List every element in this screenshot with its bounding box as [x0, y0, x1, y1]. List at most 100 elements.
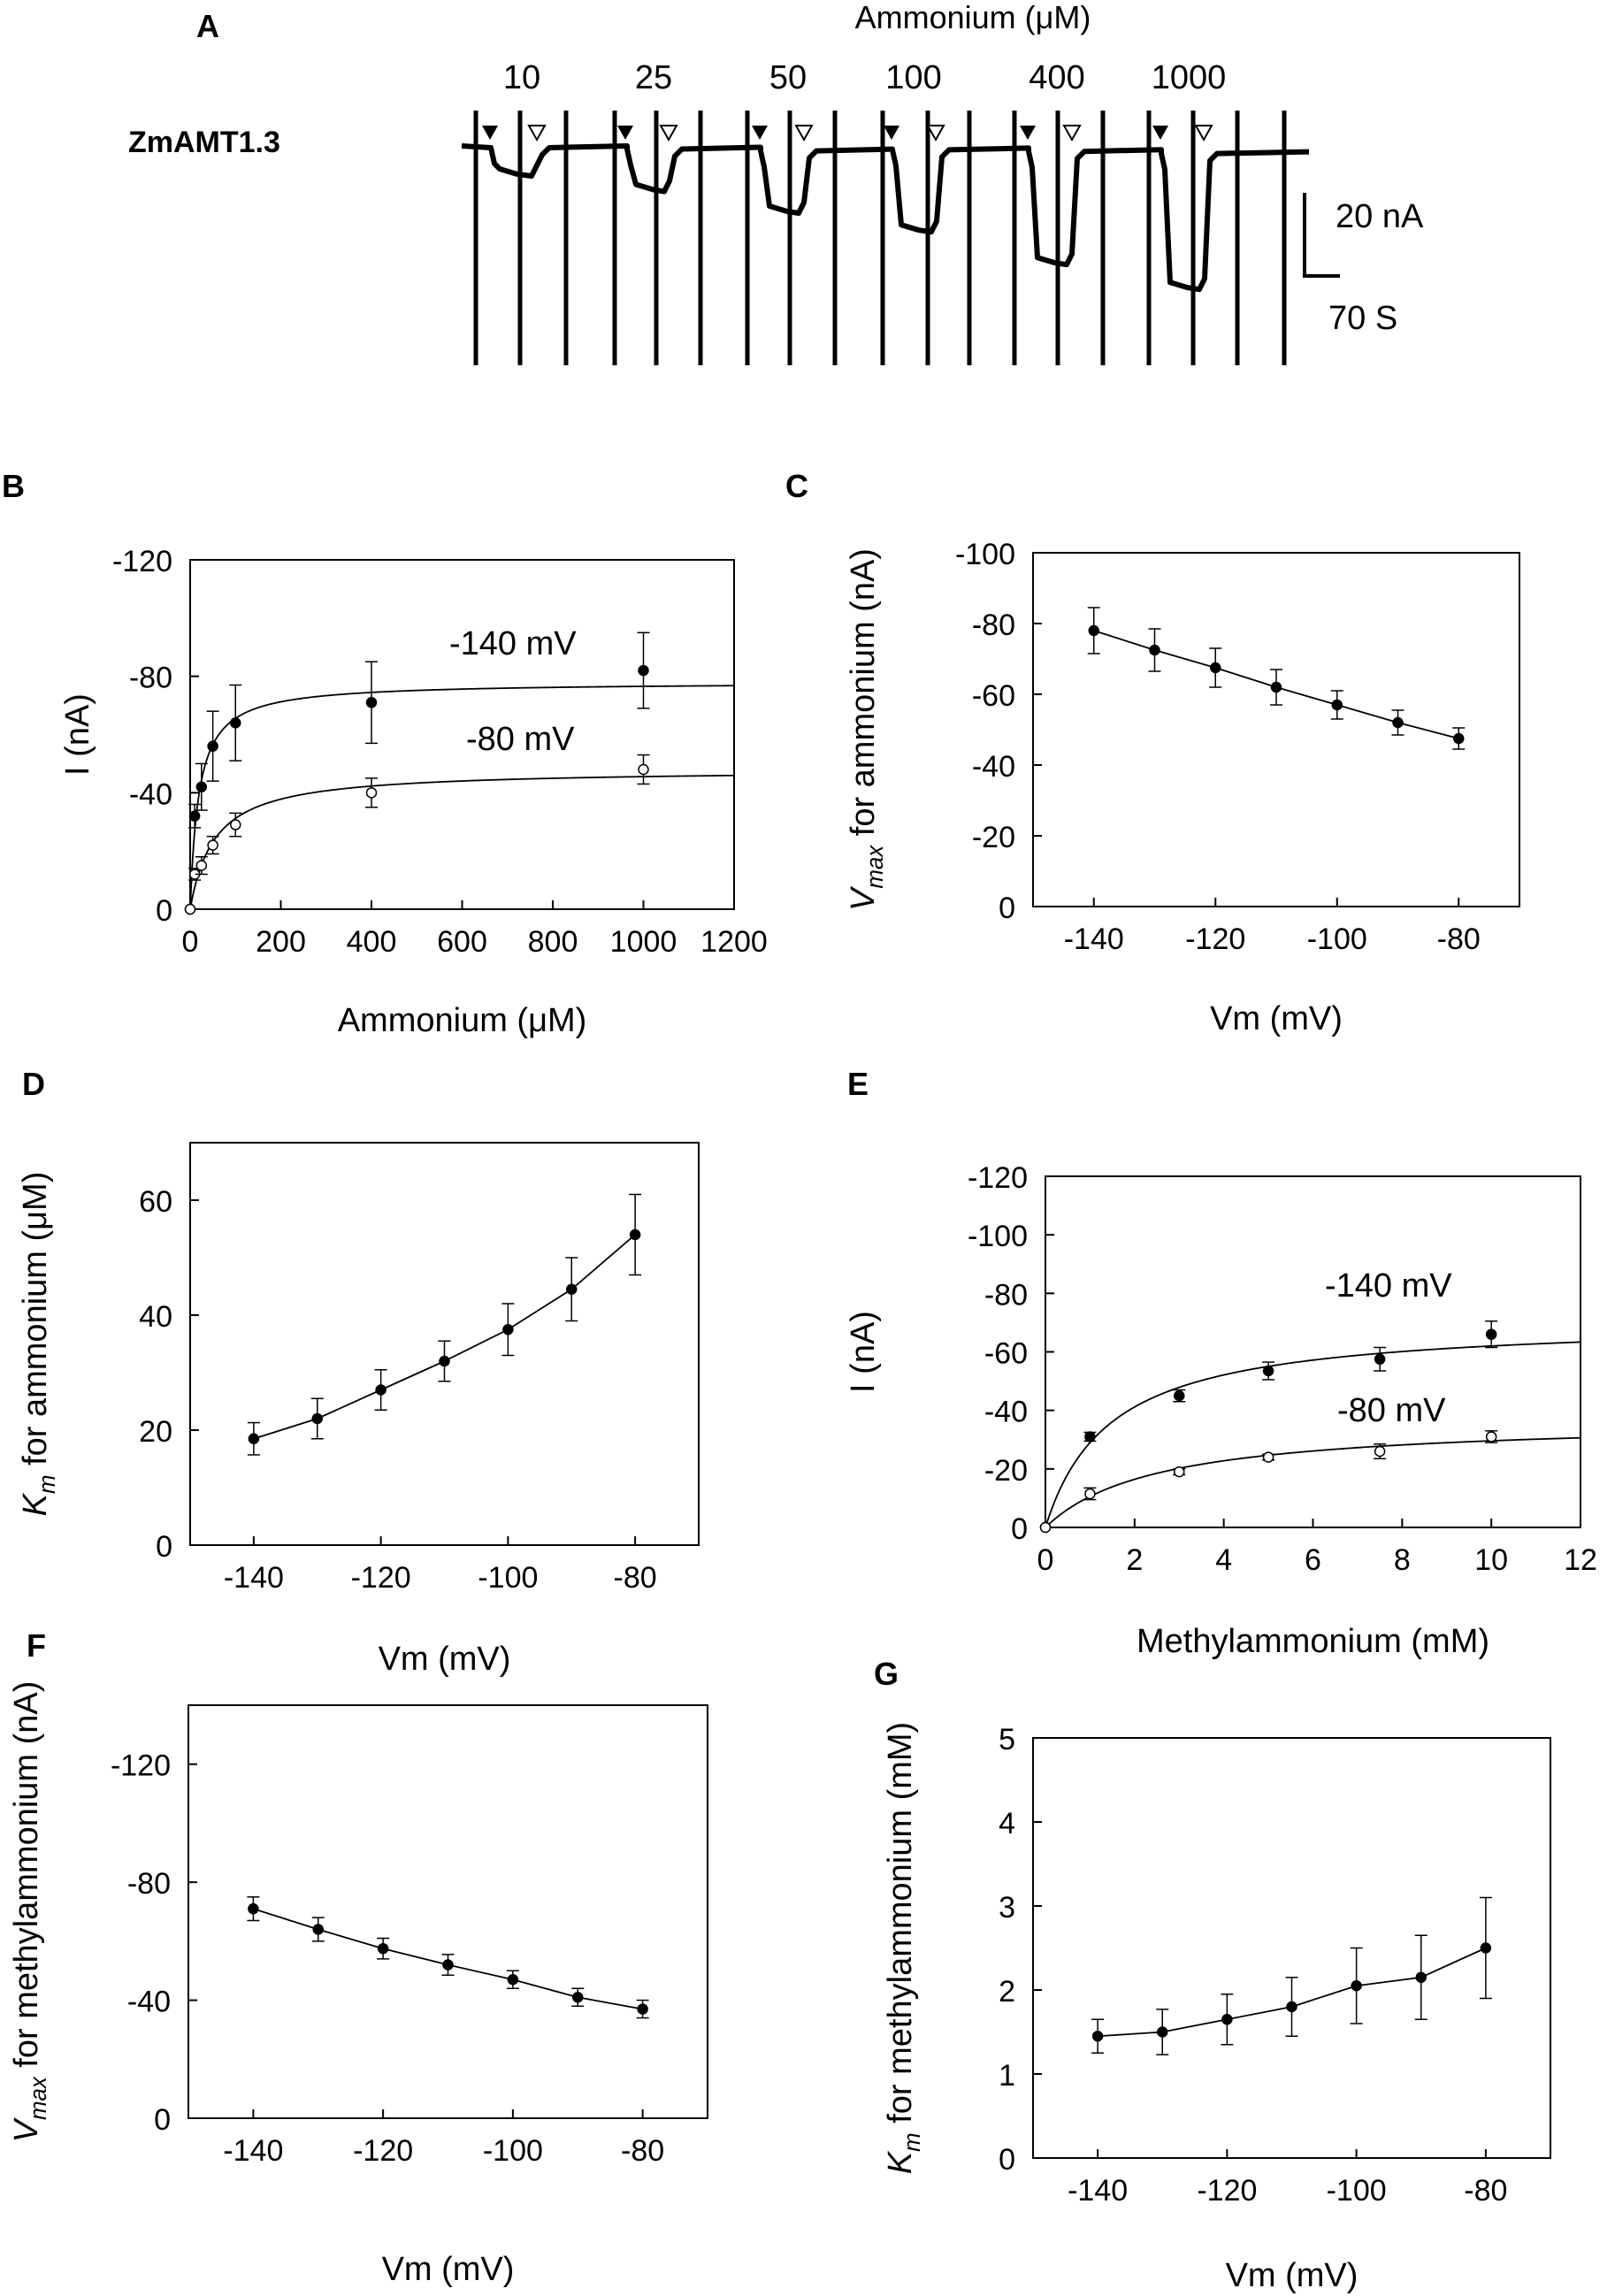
data-point	[365, 697, 378, 708]
trace-title: Ammonium (μM)	[855, 0, 1091, 35]
data-point	[1374, 1353, 1386, 1366]
x-axis-label: Ammonium (μM)	[338, 1002, 587, 1039]
x-tick-label: 4	[1215, 1543, 1232, 1577]
x-tick-label: -100	[1327, 2174, 1387, 2208]
x-tick-label: 8	[1394, 1543, 1411, 1577]
data-point	[1084, 1431, 1096, 1443]
y-tick-label: 4	[999, 1807, 1015, 1841]
panel-label-e: E	[847, 1066, 869, 1102]
data-point	[230, 819, 241, 830]
data-point	[184, 903, 196, 915]
on-marker-filled-triangle	[617, 126, 633, 140]
y-tick-label: -120	[968, 1161, 1028, 1195]
y-tick-label: 5	[999, 1723, 1015, 1756]
x-tick-label: -100	[483, 2134, 543, 2168]
concentration-label: 50	[769, 59, 807, 96]
data-point	[248, 1902, 259, 1915]
data-point	[1485, 1431, 1497, 1443]
data-point	[1374, 1445, 1386, 1458]
y-tick-label: -120	[111, 1749, 171, 1783]
data-point	[188, 810, 201, 822]
y-tick-label: 0	[154, 2103, 171, 2137]
panel-label-d: D	[22, 1066, 45, 1102]
plot-frame	[189, 1142, 700, 1546]
series-label: -80 mV	[1337, 1392, 1446, 1429]
y-axis-label: I (nA)	[59, 693, 96, 776]
x-tick-label: 800	[528, 925, 578, 959]
data-point	[312, 1924, 324, 1935]
panel-c-chart: -140 -120 -100 -80 0 -20 -40 -60 -80 -100 Vm (mV) V…	[845, 538, 1520, 1037]
y-label-subscript: max	[27, 2076, 51, 2120]
x-tick-label: 12	[1564, 1543, 1597, 1577]
plot-frame	[1032, 1737, 1551, 2159]
concentration-label: 10	[503, 59, 540, 96]
y-tick-label: -80	[984, 1278, 1028, 1312]
data-point	[375, 1384, 387, 1396]
series-label: -140 mV	[1325, 1267, 1452, 1305]
on-marker-filled-triangle	[884, 126, 899, 140]
y-axis-label: Vmax for methylammonium (nA)	[8, 1681, 51, 2143]
data-point	[1039, 1521, 1052, 1534]
off-marker-open-triangle	[794, 125, 814, 142]
on-marker-filled-triangle	[1152, 126, 1168, 140]
y-axis-label: Vmax for ammonium (nA)	[845, 548, 888, 911]
y-label-text: for methylammonium (nA)	[8, 1681, 45, 2078]
data-point	[572, 1991, 584, 2003]
y-tick-label: -20	[972, 821, 1015, 854]
off-marker-open-triangle	[527, 125, 547, 142]
plot-frame	[189, 559, 735, 910]
concentration-label: 25	[635, 59, 672, 96]
x-tick-label: -100	[1307, 922, 1367, 956]
x-tick-label: 10	[1474, 1543, 1508, 1577]
y-label-symbol: V	[8, 2116, 45, 2142]
x-axis-label: Vm (mV)	[1210, 1000, 1343, 1037]
x-tick-label: -80	[614, 1561, 657, 1595]
data-point	[1453, 732, 1465, 745]
data-point	[1174, 1389, 1185, 1402]
data-point	[507, 1973, 519, 1986]
x-tick-label: 400	[347, 925, 397, 959]
data-point	[311, 1412, 323, 1425]
x-tick-label: -140	[1068, 2174, 1128, 2208]
y-tick-label: -20	[984, 1454, 1028, 1488]
y-tick-label: -60	[984, 1337, 1028, 1371]
y-tick-label: 2	[999, 1975, 1015, 2009]
plot-frame	[1032, 552, 1520, 907]
on-marker-filled-triangle	[1020, 126, 1036, 140]
x-tick-label: -120	[1185, 922, 1245, 956]
data-point	[1084, 1488, 1096, 1500]
y-tick-label: -100	[968, 1220, 1028, 1253]
scale-bar	[1303, 193, 1340, 278]
x-tick-label: -120	[351, 1561, 411, 1595]
y-label-subscript: m	[900, 2132, 925, 2152]
y-tick-label: 60	[139, 1185, 172, 1219]
data-point	[1351, 1980, 1362, 1992]
y-tick-label: 40	[139, 1300, 172, 1334]
data-point	[1157, 2026, 1168, 2038]
data-point	[1485, 1328, 1497, 1340]
x-tick-label: -80	[1437, 922, 1481, 956]
panel-a-trace: Ammonium (μM) ZmAMT1.3 10 25 50 100 400 1000 20 …	[128, 0, 1424, 365]
y-label-subscript: max	[863, 845, 888, 889]
x-tick-label: -120	[1197, 2174, 1257, 2208]
x-tick-label: 1000	[610, 925, 677, 959]
data-point	[629, 1228, 641, 1241]
data-point	[637, 2003, 648, 2015]
concentration-label: 1000	[1152, 59, 1227, 96]
y-label-text: for ammonium (μM)	[17, 1172, 54, 1475]
fit-curve	[1045, 1341, 1581, 1528]
data-point	[1415, 1971, 1427, 1983]
fit-curve	[1045, 1436, 1581, 1528]
y-tick-label: 0	[999, 892, 1015, 925]
x-axis-label: Vm (mV)	[382, 2251, 515, 2288]
y-tick-label: -80	[127, 1867, 171, 1901]
y-label-text: for ammonium (nA)	[845, 548, 882, 846]
data-point	[1262, 1451, 1274, 1463]
plot-frame	[188, 1704, 708, 2119]
y-tick-label: 3	[999, 1891, 1015, 1925]
y-axis-label: Km for methylammonium (mM)	[882, 1722, 925, 2174]
x-tick-label: -140	[223, 2134, 283, 2168]
off-marker-open-triangle	[1062, 125, 1082, 142]
y-tick-label: -100	[955, 538, 1015, 571]
